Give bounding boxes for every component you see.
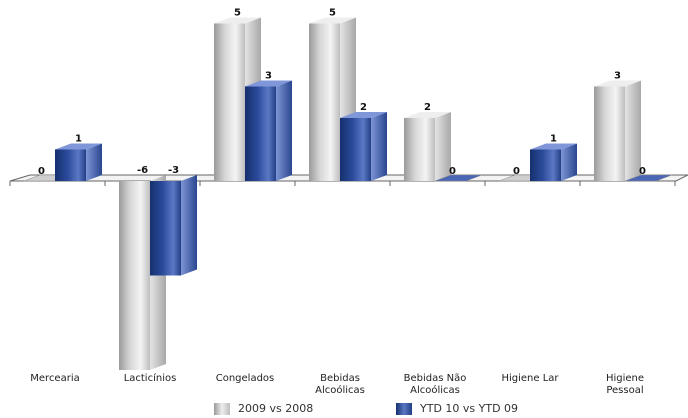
bar-ytd-0-side (86, 143, 102, 181)
value-label-ytd-4: 0 (449, 166, 456, 177)
bar-ytd-5-front (530, 149, 561, 181)
category-label-6: Higiene Pessoal (606, 373, 644, 396)
bar-ytd-0-front (55, 149, 86, 181)
bar-ytd-2-front (245, 86, 276, 181)
legend-item-2009: 2009 vs 2008 (214, 402, 313, 415)
bar-2009-6-side (625, 80, 641, 181)
legend-swatch-ytd (396, 402, 412, 415)
bar-2009-4-side (435, 112, 451, 181)
bar-ytd-3-side (371, 112, 387, 181)
bars-group (23, 17, 673, 370)
bar-ytd-6 (624, 174, 673, 182)
bar-ytd-6-flat (624, 174, 673, 182)
bar-ytd-0-top (55, 143, 102, 150)
bar-2009-6-front (594, 86, 625, 181)
category-label-5: Higiene Lar (501, 373, 559, 384)
value-label-ytd-6: 0 (639, 166, 646, 177)
bar-2009-4-top (404, 112, 451, 118)
bar-2009-4 (404, 112, 451, 181)
bar-2009-6-top (594, 80, 641, 87)
bar-2009-2-top (214, 17, 261, 24)
bar-ytd-0 (55, 143, 102, 181)
bar-ytd-2-top (245, 80, 292, 87)
value-label-2009-6: 3 (614, 71, 621, 82)
legend-item-ytd: YTD 10 vs YTD 09 (396, 402, 518, 415)
bar-ytd-4-flat (434, 174, 483, 182)
bar-ytd-3-front (340, 118, 371, 181)
bar-2009-6 (594, 80, 641, 181)
bar-ytd-4 (434, 174, 483, 182)
value-label-2009-0: 0 (38, 166, 45, 177)
value-label-2009-5: 0 (513, 166, 520, 177)
bar-ytd-1-front (150, 181, 181, 276)
value-label-ytd-1: -3 (168, 165, 179, 176)
category-label-3: Bebidas Alcoólicas (315, 373, 365, 396)
value-label-2009-3: 5 (329, 8, 336, 19)
bar-2009-3-front (309, 23, 340, 181)
value-label-ytd-0: 1 (75, 134, 82, 145)
bar-ytd-1 (150, 175, 197, 276)
legend-label-2009: 2009 vs 2008 (238, 402, 314, 415)
legend-swatch-2009 (214, 402, 230, 415)
value-label-2009-4: 2 (424, 102, 431, 113)
bar-ytd-3 (340, 112, 387, 181)
legend-label-ytd: YTD 10 vs YTD 09 (420, 402, 519, 415)
category-label-2: Congelados (216, 373, 275, 384)
bar-2009-2-front (214, 23, 245, 181)
bar-2009-4-front (404, 118, 435, 181)
category-labels-group: Mercearia Lacticínios Congelados Bebidas Alc… (30, 372, 644, 396)
bar-ytd-3-top (340, 112, 387, 118)
bar-ytd-5 (530, 143, 577, 181)
value-label-2009-2: 5 (234, 8, 241, 19)
category-label-0: Mercearia (30, 373, 79, 384)
bar-2009-3-top (309, 17, 356, 24)
value-label-ytd-3: 2 (360, 102, 367, 113)
bar-ytd-5-side (561, 143, 577, 181)
category-label-1: Lacticínios (124, 372, 177, 384)
category-label-4: Bebidas Não Alcoólicas (404, 373, 467, 396)
bar-ytd-2-side (276, 80, 292, 181)
bar-ytd-1-side (181, 175, 197, 276)
bar-ytd-2 (245, 80, 292, 181)
value-labels-group: 0 1 -6 -3 5 3 5 2 2 0 0 1 3 0 (38, 8, 646, 178)
bar-ytd-5-top (530, 143, 577, 150)
bar-2009-1-front (119, 181, 150, 370)
value-label-ytd-2: 3 (265, 71, 272, 82)
value-label-ytd-5: 1 (550, 134, 557, 145)
value-label-2009-1: -6 (137, 165, 148, 176)
legend: 2009 vs 2008 YTD 10 vs YTD 09 (0, 402, 688, 418)
